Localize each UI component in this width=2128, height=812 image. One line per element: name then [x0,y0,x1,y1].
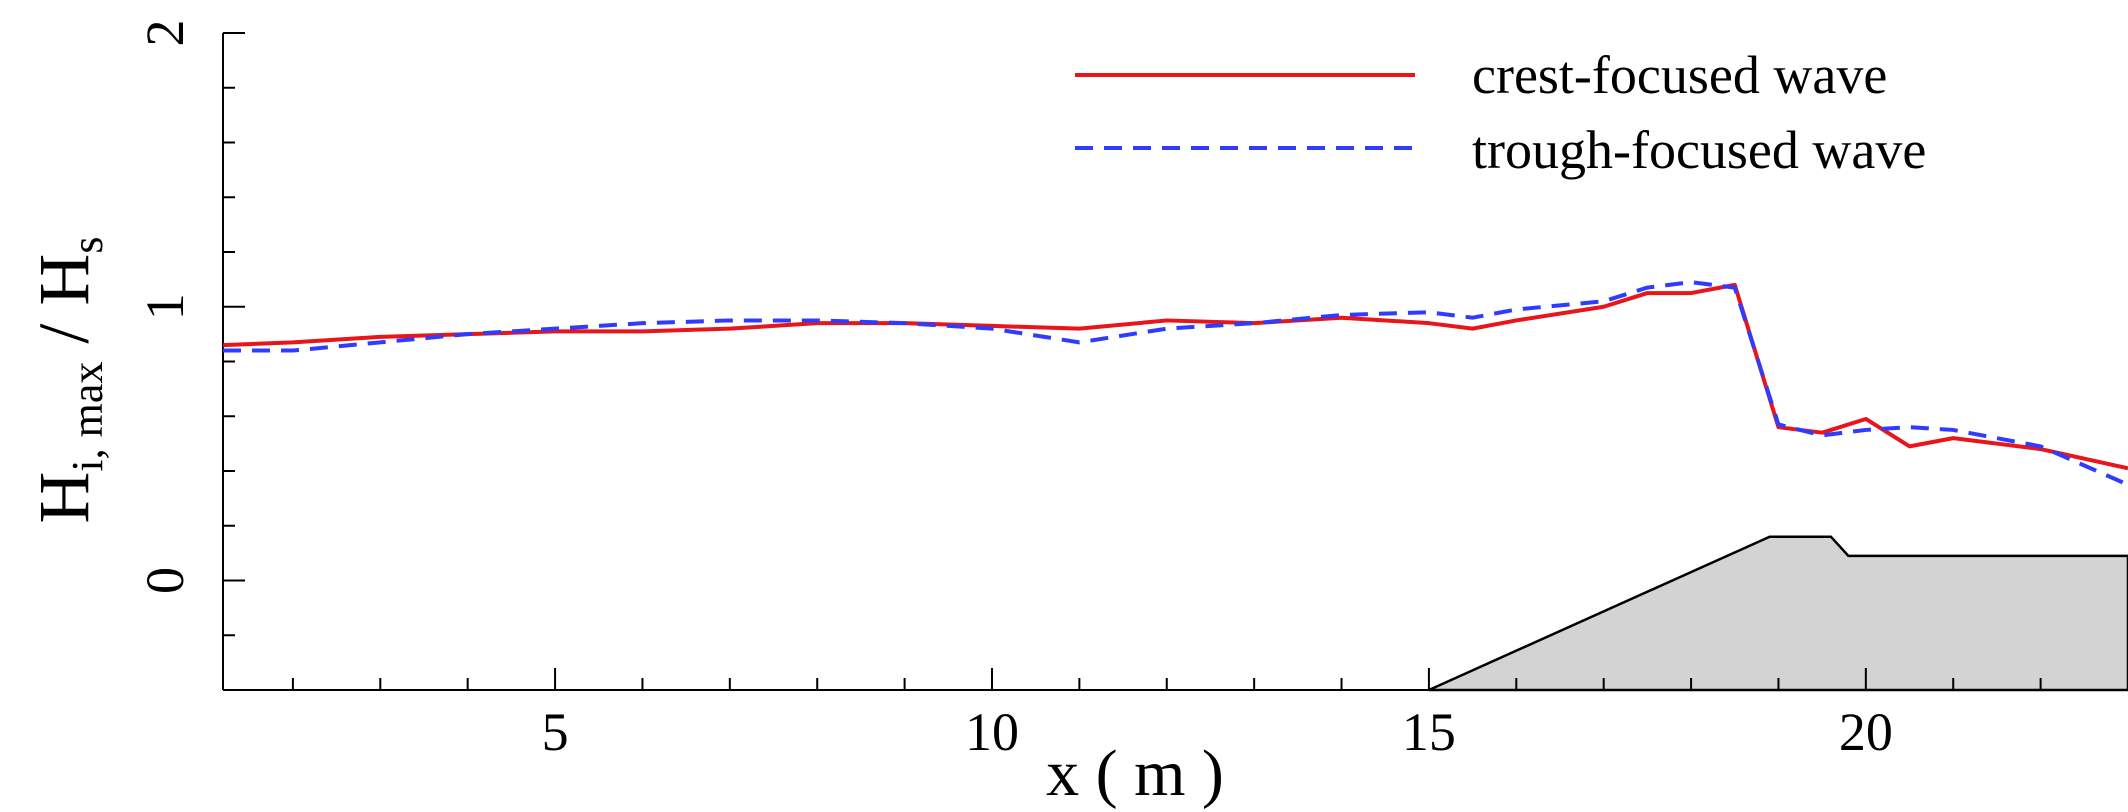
x-tick-label: 20 [1839,702,1893,762]
series-line-1 [223,280,2128,487]
legend-label-trough: trough-focused wave [1472,120,1926,180]
series-lines [223,280,2128,487]
bathymetry-profile [1428,535,2128,692]
bathymetry-layer [1428,535,2128,692]
y-axis-title-sub2: s [63,236,112,253]
y-axis-title-base2: H [24,254,104,306]
y-axis-title-base: H [24,472,104,524]
series-line-0 [223,282,2128,471]
y-tick-label: 1 [135,293,195,320]
y-tick-label: 0 [135,567,195,594]
legend-label-crest: crest-focused wave [1472,45,1887,105]
x-axis-title: x ( m ) [1046,737,1224,810]
x-ticks: 5 10 15 20 [291,668,2128,762]
x-tick-label: 5 [542,702,569,762]
x-tick-label: 15 [1402,702,1456,762]
legend: crest-focused wave trough-focused wave [1075,45,1926,180]
y-axis-title-sub: i, max [63,362,112,472]
y-tick-label: 2 [135,20,195,47]
y-axis-title-sep: / [24,306,104,362]
y-axis-title: Hi, max / Hs [24,236,112,523]
y-ticks: 0 1 2 [135,20,245,691]
x-tick-label: 10 [965,702,1019,762]
